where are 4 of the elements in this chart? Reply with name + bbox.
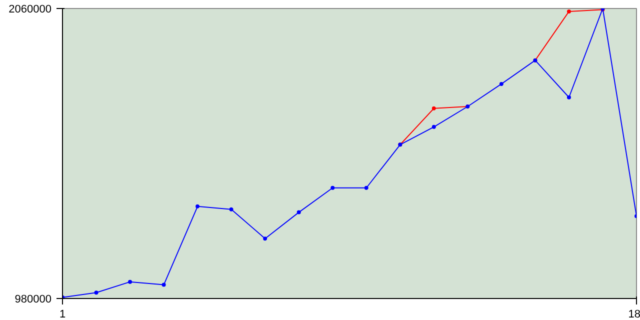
- x-tick-label: 1: [59, 308, 66, 320]
- y-tick-label: 2060000: [8, 4, 52, 16]
- x-tick-label: 18: [628, 308, 640, 320]
- y-tick-label: 980000: [14, 294, 52, 306]
